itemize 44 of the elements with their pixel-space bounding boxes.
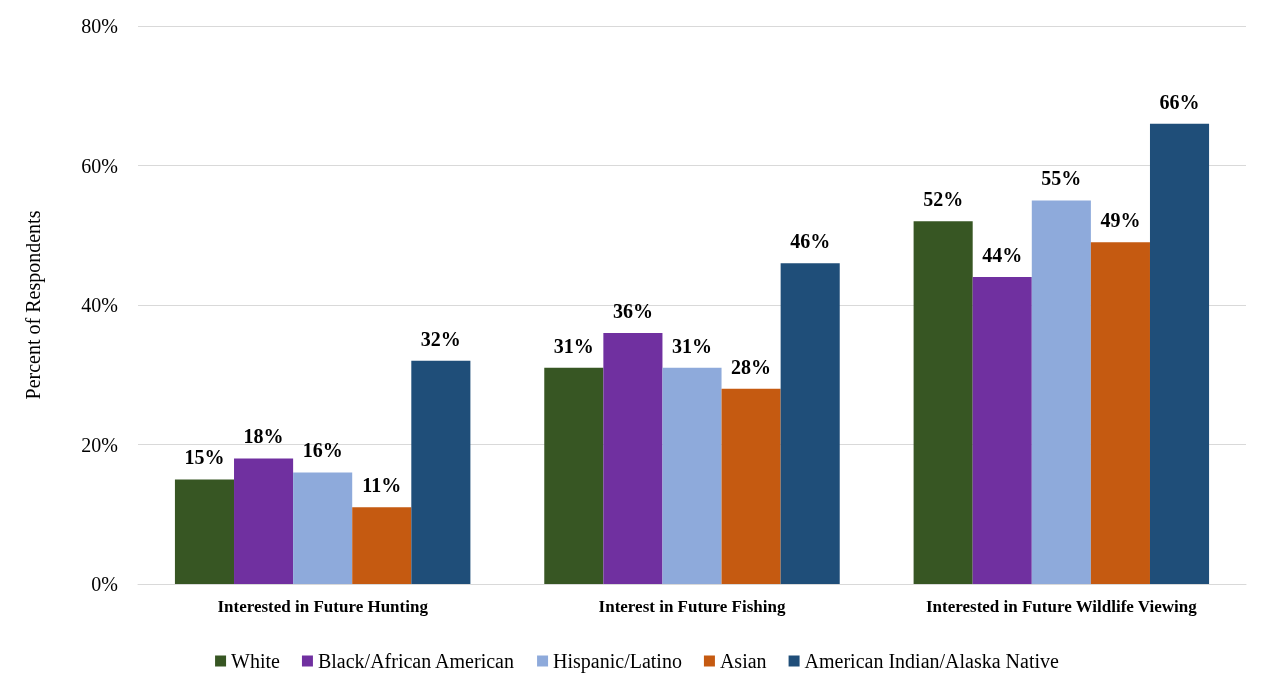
y-tick-label: 40% (81, 294, 118, 316)
bar (662, 367, 722, 584)
legend-label: American Indian/Alaska Native (804, 650, 1060, 672)
data-label: 15% (184, 446, 225, 469)
legend-label: White (231, 650, 281, 672)
data-label: 55% (1041, 167, 1082, 190)
x-tick-label: Interested in Future Hunting (217, 597, 429, 616)
y-tick-label: 80% (81, 15, 118, 37)
bar (293, 472, 353, 584)
bar (544, 367, 604, 584)
data-label: 36% (612, 299, 653, 322)
y-tick-label: 0% (91, 573, 118, 595)
data-label: 52% (923, 188, 964, 211)
y-axis-title: Percent of Respondents (22, 210, 45, 400)
bar (1090, 242, 1150, 584)
legend-label: Black/African American (317, 650, 514, 672)
data-label: 28% (731, 355, 772, 378)
data-label: 11% (362, 474, 402, 497)
y-tick-label: 60% (81, 154, 118, 177)
bar (411, 360, 471, 584)
bar (913, 221, 973, 584)
legend-label: Hispanic/Latino (553, 650, 682, 673)
y-tick-label: 20% (81, 433, 118, 456)
data-label: 66% (1159, 90, 1200, 113)
data-label: 46% (790, 230, 831, 253)
bar (1031, 200, 1091, 584)
data-label: 16% (302, 439, 343, 462)
data-label: 31% (553, 334, 594, 357)
bar (352, 507, 412, 584)
data-label: 49% (1100, 209, 1141, 232)
bar (972, 277, 1032, 584)
data-label: 44% (982, 244, 1023, 267)
data-label: 31% (672, 334, 712, 357)
bar (234, 458, 294, 584)
x-tick-label: Interest in Future Fishing (598, 597, 786, 616)
bar (174, 479, 235, 584)
bar (1149, 123, 1210, 584)
x-tick-label: Interested in Future Wildlife Viewing (925, 597, 1198, 616)
legend-label: Asian (719, 650, 767, 672)
data-label: 18% (243, 425, 284, 448)
bar (780, 263, 840, 584)
data-label: 32% (420, 327, 461, 350)
bar (721, 388, 781, 584)
bar (603, 332, 663, 584)
